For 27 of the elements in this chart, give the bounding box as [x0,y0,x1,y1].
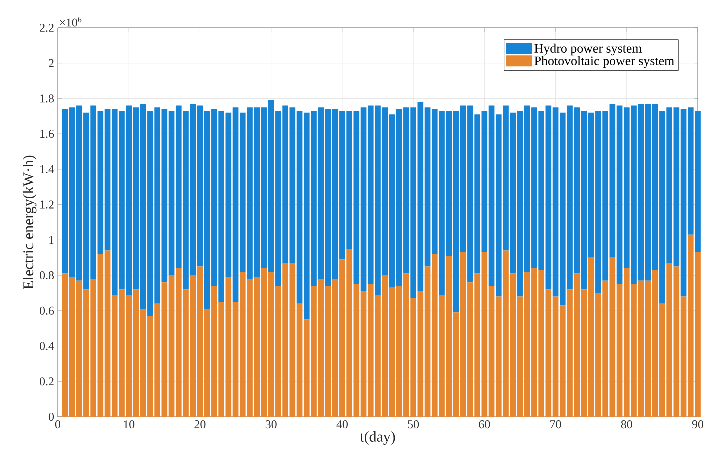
y-axis-title: Electric energy(kW·h) [23,156,37,290]
y-tick-label: 0.2 [40,378,54,386]
y-tick-label: 1.8 [40,94,54,103]
x-tick-label: 90 [692,420,704,429]
x-tick-label: 20 [194,420,206,429]
y-tick-label: 0.8 [40,271,54,280]
x-tick-label: 10 [124,420,135,429]
x-tick-label: 30 [266,420,277,429]
x-axis-title: t(day) [360,431,396,446]
y-tick-label: 1.6 [40,130,54,138]
x-tick-label: 60 [479,420,490,429]
x-tick-label: 40 [336,420,348,429]
y-tick-label: 1 [50,236,54,244]
text: ×10$^{6}$ [60,17,82,27]
y-tick-label: 0.6 [40,306,54,315]
y-tick-label: 0.4 [40,342,54,350]
x-tick-label: 50 [408,420,420,429]
legend-label: Hydro power system [534,44,642,56]
y-tick-label: 2 [49,59,54,68]
y-tick-label: 1.2 [40,200,54,209]
y-tick-label: 1.4 [40,165,54,174]
x-tick-label: 0 [55,420,61,429]
x-tick-label: 70 [550,420,562,429]
y-tick-label: 0 [48,412,54,422]
y-tick-label: 2.2 [40,24,54,32]
x-tick-label: 80 [621,420,632,429]
legend-label: Photovoltaic power system [534,56,674,68]
